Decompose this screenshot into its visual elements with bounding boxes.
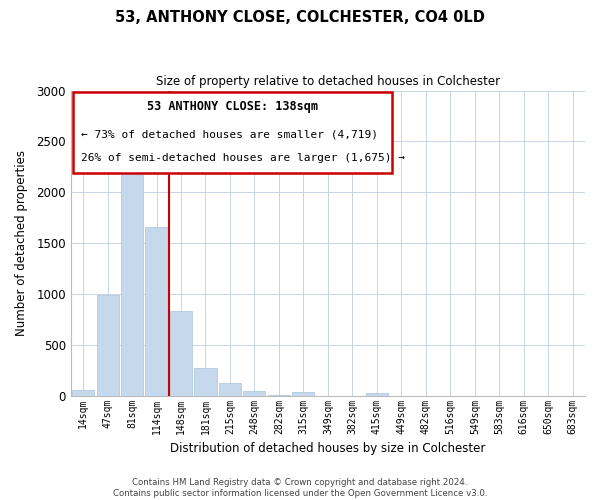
Y-axis label: Number of detached properties: Number of detached properties — [15, 150, 28, 336]
Bar — [366, 393, 388, 396]
Text: 53 ANTHONY CLOSE: 138sqm: 53 ANTHONY CLOSE: 138sqm — [147, 100, 318, 113]
X-axis label: Distribution of detached houses by size in Colchester: Distribution of detached houses by size … — [170, 442, 485, 455]
Bar — [72, 390, 94, 396]
Text: 53, ANTHONY CLOSE, COLCHESTER, CO4 0LD: 53, ANTHONY CLOSE, COLCHESTER, CO4 0LD — [115, 10, 485, 25]
Title: Size of property relative to detached houses in Colchester: Size of property relative to detached ho… — [156, 75, 500, 88]
FancyBboxPatch shape — [73, 92, 392, 173]
Bar — [219, 383, 241, 396]
Bar — [244, 390, 265, 396]
Bar — [121, 146, 143, 396]
Bar — [194, 368, 217, 396]
Bar — [268, 395, 290, 396]
Text: ← 73% of detached houses are smaller (4,719): ← 73% of detached houses are smaller (4,… — [81, 129, 378, 139]
Bar — [97, 295, 119, 396]
Bar — [292, 392, 314, 396]
Bar — [170, 311, 192, 396]
Text: 26% of semi-detached houses are larger (1,675) →: 26% of semi-detached houses are larger (… — [81, 154, 405, 164]
Text: Contains HM Land Registry data © Crown copyright and database right 2024.
Contai: Contains HM Land Registry data © Crown c… — [113, 478, 487, 498]
Bar — [145, 227, 167, 396]
